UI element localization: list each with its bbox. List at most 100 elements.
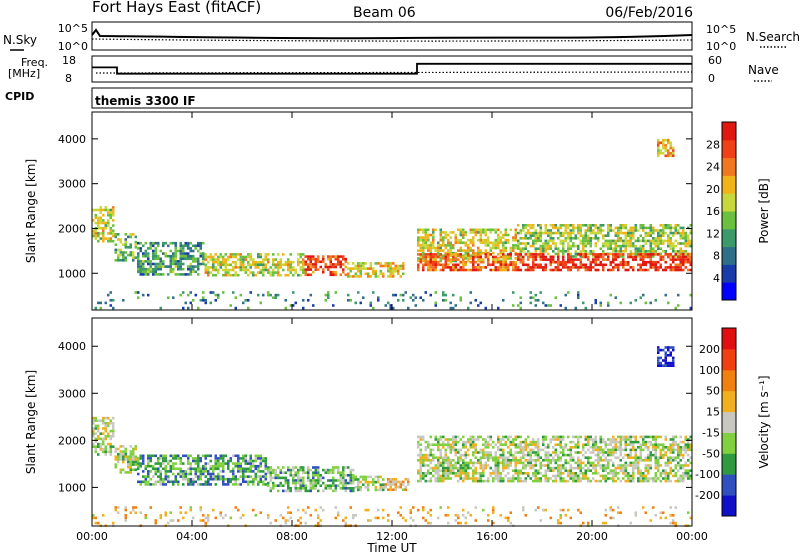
velocity-cell [287,519,290,522]
velocity-cell [589,464,592,467]
power-cell [374,262,377,265]
power-cell [672,247,675,250]
power-cell [662,242,665,245]
power-cell [379,269,382,273]
power-cell [162,252,165,255]
velocity-cell [409,516,412,520]
velocity-cell [487,451,490,454]
velocity-cell [507,466,510,470]
velocity-cell [252,464,255,468]
velocity-cell [342,468,345,472]
power-cell [437,244,440,247]
power-cell [487,244,490,247]
velocity-cell [262,475,265,478]
velocity-cell [297,471,300,474]
power-cell [467,246,470,250]
power-cell [272,258,275,261]
velocity-cell [179,459,182,463]
power-cell [499,231,502,234]
power-cell [242,301,245,305]
velocity-cell [534,464,537,467]
velocity-cell [429,435,432,439]
power-cell [464,263,467,267]
velocity-cell [344,466,347,469]
velocity-cell [657,364,660,367]
power-cell [489,268,492,272]
power-cell [417,236,420,239]
velocity-cell [152,483,155,486]
power-cell [232,253,235,256]
velocity-cell [367,486,370,489]
power-cell [659,247,662,250]
velocity-cell [202,519,205,522]
velocity-cell [374,486,377,489]
power-cell [652,226,655,230]
power-cell [544,304,547,307]
velocity-cell [512,443,515,446]
power-cell [619,263,622,267]
velocity-cell [544,464,547,467]
power-cell [464,233,467,237]
power-cell [552,226,555,230]
power-cell [297,253,300,256]
velocity-cell [122,445,125,448]
power-cell [444,258,447,261]
power-cell [684,250,687,253]
velocity-cell [442,474,445,478]
velocity-cell [632,443,635,446]
velocity-cell [604,446,607,449]
power-cell [547,247,550,250]
power-cell [444,233,447,237]
power-cell [194,265,197,268]
power-cell [129,253,132,257]
velocity-cell [677,451,680,454]
power-cell [417,231,420,234]
power-cell [144,260,147,263]
velocity-cell [517,446,520,449]
velocity-cell [487,459,490,462]
power-cell [124,256,127,259]
velocity-cell [272,468,275,472]
velocity-cell [522,448,525,452]
power-cell [547,234,550,237]
velocity-cell [579,435,582,439]
velocity-cell [264,462,267,465]
power-cell [674,226,677,230]
power-cell [654,242,657,245]
power-cell [644,255,647,259]
velocity-cell [309,489,312,493]
velocity-cell [249,480,252,484]
velocity-cell [677,479,680,483]
velocity-cell [614,472,617,475]
power-colorbar-swatch [722,211,736,230]
velocity-cell [494,456,497,459]
velocity-cell [282,516,285,520]
power-cell [107,208,110,212]
velocity-cell [624,461,627,465]
power-cell [472,228,475,232]
power-cell [494,228,497,232]
velocity-cell [554,451,557,454]
power-cell [572,258,575,261]
power-cell [497,306,500,310]
velocity-cell [139,511,142,514]
velocity-cell [492,446,495,449]
power-cell [642,250,645,253]
power-cell [197,262,200,266]
power-cell [124,233,127,236]
power-cell [612,253,615,256]
velocity-cell [319,506,322,509]
power-cell [647,255,650,259]
power-cell [677,255,680,259]
velocity-cell [462,453,465,457]
power-cell [547,252,550,256]
power-cell [414,296,417,299]
velocity-cell [617,511,620,514]
power-cell [452,263,455,267]
velocity-cell [559,459,562,462]
velocity-cell [337,466,340,469]
power-cell [362,296,365,299]
velocity-cell [464,440,467,444]
velocity-cell [654,461,657,465]
velocity-cell [389,488,392,491]
